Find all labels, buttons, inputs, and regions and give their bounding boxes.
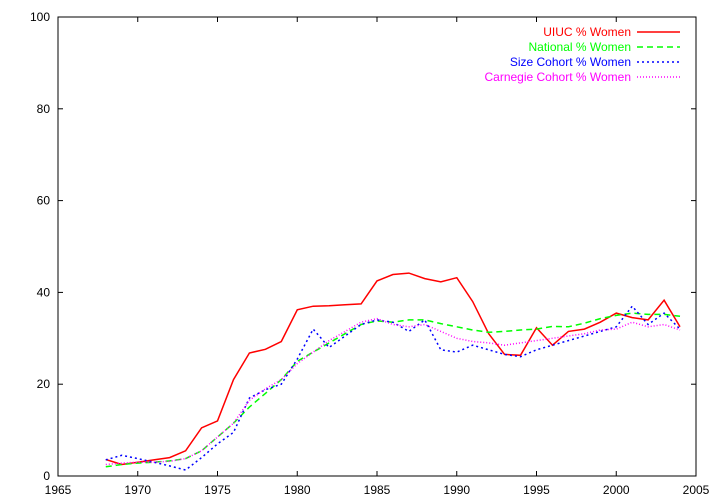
series-layer	[105, 272, 681, 471]
y-tick-label: 40	[37, 285, 51, 299]
legend-label-3: Size Cohort % Women	[510, 55, 631, 69]
x-tick-label: 1995	[523, 483, 550, 497]
series-line-3	[105, 305, 681, 471]
legend-label-2: National % Women	[529, 40, 632, 54]
y-tick-label: 60	[37, 194, 51, 208]
x-tick-label: 2000	[603, 483, 630, 497]
x-tick-label: 1990	[443, 483, 470, 497]
axis-ticks: 1965 1970 1975 1980 1985 1990 1995 2000 2005 0 20 4…	[30, 10, 710, 497]
legend-label-1: UIUC % Women	[543, 25, 631, 39]
x-tick-label: 2005	[683, 483, 710, 497]
legend-label-4: Carnegie Cohort % Women	[484, 70, 631, 84]
y-tick-label: 0	[43, 469, 50, 483]
x-tick-label: 1975	[204, 483, 231, 497]
series-line-2	[105, 312, 681, 468]
series-line-1	[105, 272, 681, 466]
x-tick-label: 1965	[45, 483, 72, 497]
plot-frame	[57, 16, 697, 477]
series-line-4	[105, 317, 681, 466]
x-tick-label: 1970	[124, 483, 151, 497]
y-tick-label: 20	[37, 377, 51, 391]
y-tick-label: 80	[37, 102, 51, 116]
y-tick-label: 100	[30, 10, 50, 24]
x-tick-label: 1980	[284, 483, 311, 497]
x-tick-label: 1985	[364, 483, 391, 497]
